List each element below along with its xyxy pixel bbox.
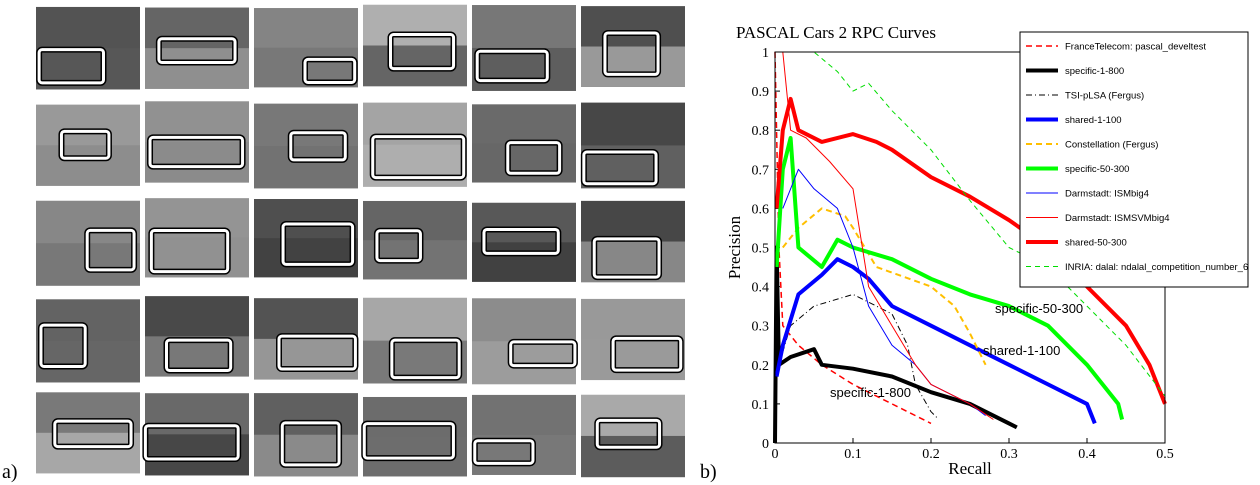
photo-shade xyxy=(254,238,358,278)
car-box xyxy=(281,222,355,266)
annotation: shared-1-100 xyxy=(983,343,1060,358)
legend-label: Constellation (Fergus) xyxy=(1065,140,1158,151)
photo-shade xyxy=(145,434,249,476)
car-box xyxy=(85,228,136,272)
car-box xyxy=(277,334,357,371)
x-tick-label: 0.5 xyxy=(1156,447,1174,462)
car-box xyxy=(375,229,422,263)
car-box xyxy=(482,227,560,255)
series-line xyxy=(782,168,986,416)
x-tick-label: 0.4 xyxy=(1078,447,1096,462)
car-box xyxy=(390,338,461,380)
legend-label: specific-50-300 xyxy=(1065,164,1129,175)
y-tick-label: 0.1 xyxy=(752,398,770,413)
x-tick-label: 0 xyxy=(772,447,779,462)
car-box xyxy=(509,340,577,368)
legend-label: FranceTelecom: pascal_develtest xyxy=(1065,42,1206,53)
photo-shade xyxy=(145,48,249,89)
legend-box xyxy=(1019,31,1249,288)
car-box xyxy=(59,129,111,160)
photo-shade xyxy=(472,47,576,91)
legend-label: shared-1-100 xyxy=(1065,115,1122,126)
legend-label: TSI-pLSA (Fergus) xyxy=(1065,91,1144,102)
car-box xyxy=(603,31,660,76)
x-tick-label: 0.3 xyxy=(1000,447,1018,462)
chart-title: PASCAL Cars 2 RPC Curves xyxy=(736,23,936,42)
y-axis-label: Precision xyxy=(725,215,744,279)
series-line xyxy=(774,136,1125,420)
y-tick-label: 0.6 xyxy=(752,202,770,217)
series-line xyxy=(773,245,1018,444)
series-line xyxy=(778,51,1166,397)
series-line xyxy=(778,293,940,420)
annotation: specific-1-800 xyxy=(830,385,911,400)
car-box xyxy=(289,131,347,162)
car-box xyxy=(303,57,357,84)
photo-shade xyxy=(145,141,249,183)
car-box xyxy=(149,229,230,274)
y-tick-label: 0.2 xyxy=(752,359,770,374)
car-box xyxy=(473,439,535,465)
y-tick-label: 1 xyxy=(762,46,769,61)
series-line xyxy=(774,257,1097,425)
car-box xyxy=(582,150,658,186)
legend-label: shared-50-300 xyxy=(1065,238,1127,249)
y-tick-label: 0.7 xyxy=(752,163,770,178)
y-tick-label: 0.4 xyxy=(752,281,770,296)
photo-shade xyxy=(254,338,358,380)
y-tick-label: 0.3 xyxy=(752,320,770,335)
car-box xyxy=(611,336,683,372)
car-box xyxy=(148,135,245,169)
photo-shade xyxy=(254,434,358,477)
annotation: specific-50-300 xyxy=(995,301,1083,316)
panel-label: a) xyxy=(2,461,18,483)
car-box xyxy=(362,422,455,460)
x-axis-label: Recall xyxy=(948,459,992,478)
car-box xyxy=(37,48,105,85)
photo-shade xyxy=(36,432,140,474)
photo-shade xyxy=(254,145,358,189)
legend-label: Darmstadt: ISMbig4 xyxy=(1065,189,1149,200)
series-line xyxy=(782,51,994,420)
car-box xyxy=(371,135,466,180)
legend-label: INRIA: dalal: ndalal_competition_number_… xyxy=(1065,262,1248,273)
photo-grid xyxy=(36,4,685,478)
legend-label: Darmstadt: ISMSVMbig4 xyxy=(1065,213,1170,224)
series-line xyxy=(782,207,987,366)
car-box xyxy=(506,141,562,175)
car-box xyxy=(165,338,233,372)
photo-shade xyxy=(581,46,685,87)
series-line xyxy=(774,96,1167,405)
car-box xyxy=(143,424,240,461)
legend-label: specific-1-800 xyxy=(1065,66,1124,77)
series-line xyxy=(774,51,932,425)
car-box xyxy=(389,32,456,71)
car-box xyxy=(157,37,237,64)
photo-shade xyxy=(36,145,140,186)
car-box xyxy=(39,323,87,368)
y-tick-label: 0.8 xyxy=(752,124,770,139)
x-tick-label: 0.2 xyxy=(922,447,940,462)
y-tick-label: 0.5 xyxy=(752,242,770,257)
x-tick-label: 0.1 xyxy=(844,447,862,462)
y-tick-label: 0 xyxy=(762,437,769,452)
car-box xyxy=(53,419,133,449)
car-box xyxy=(592,237,661,279)
car-box xyxy=(475,49,549,83)
photo-shade xyxy=(581,339,685,381)
car-box xyxy=(595,418,662,449)
y-tick-label: 0.9 xyxy=(752,85,770,100)
panel-label: b) xyxy=(700,461,717,483)
car-box xyxy=(280,421,341,467)
chart: PASCAL Cars 2 RPC Curves Recall Precision 0… xyxy=(725,23,1249,478)
